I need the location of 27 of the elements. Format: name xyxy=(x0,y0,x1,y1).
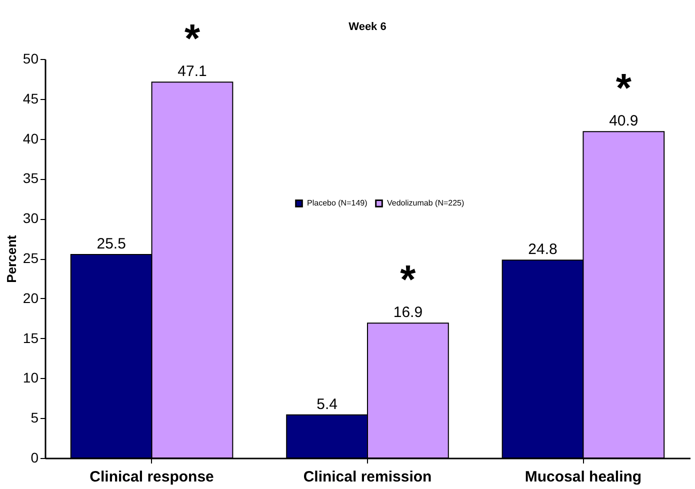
data-label: 25.5 xyxy=(96,236,126,253)
data-label: 47.1 xyxy=(178,63,207,80)
y-tick-label: 0 xyxy=(30,450,39,466)
data-label: 40.9 xyxy=(609,112,638,130)
x-tick-label: Clinical remission xyxy=(303,468,432,486)
y-tick-label: 10 xyxy=(22,370,39,386)
y-tick-label: 25 xyxy=(22,250,39,266)
y-tick-label: 35 xyxy=(22,170,39,186)
legend-label: Vedolizumab (N=225) xyxy=(387,198,464,208)
y-tick-label: 20 xyxy=(22,290,39,306)
data-label: 5.4 xyxy=(316,396,338,413)
x-tick-label: Mucosal healing xyxy=(524,468,642,486)
x-tick-label: Clinical response xyxy=(90,468,214,486)
annotation: * xyxy=(400,258,416,302)
y-tick-label: 30 xyxy=(22,210,39,226)
y-tick-label: 15 xyxy=(22,330,39,346)
data-label: 24.8 xyxy=(528,241,558,258)
y-tick-label: 40 xyxy=(22,130,39,146)
y-tick-label: 50 xyxy=(22,50,39,66)
y-axis-title: Percent xyxy=(4,234,19,283)
y-tick-label: 45 xyxy=(22,90,39,106)
annotation: * xyxy=(616,66,632,111)
legend-label: Placebo (N=149) xyxy=(307,198,368,208)
data-label: 16.9 xyxy=(393,304,423,322)
chart-title: Week 6 xyxy=(348,21,386,34)
annotation: * xyxy=(184,17,200,62)
y-tick-label: 5 xyxy=(30,410,39,426)
